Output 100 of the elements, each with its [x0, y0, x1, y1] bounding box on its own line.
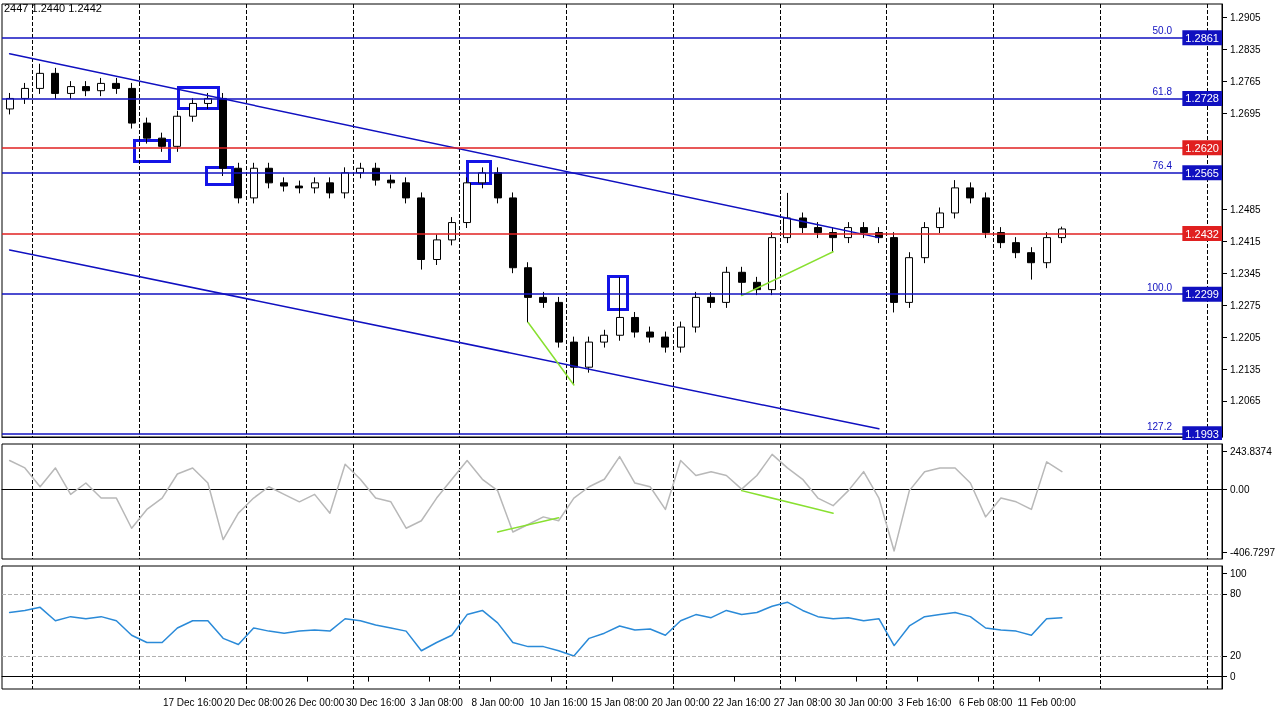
candlestick — [173, 110, 181, 153]
annotation: 76.4 — [1152, 160, 1173, 172]
candlestick — [51, 67, 59, 100]
candlestick — [250, 162, 258, 204]
candlestick — [189, 97, 197, 123]
candlestick — [631, 311, 639, 339]
x-tick-label: 10 Jan 16:00 — [529, 696, 588, 708]
candlestick — [768, 231, 776, 296]
ref-line-label: 1.2861 — [1185, 31, 1219, 44]
candlestick — [600, 329, 608, 349]
candlestick — [585, 336, 593, 374]
candlestick — [921, 221, 929, 264]
candlestick — [478, 166, 486, 189]
candlestick — [570, 336, 578, 386]
annotation: 61.8 — [1152, 85, 1173, 97]
x-tick-label: 27 Jan 08:00 — [773, 696, 832, 708]
ref-line-label: 1.2432 — [1185, 227, 1219, 240]
candlestick — [234, 162, 242, 204]
annotation: 2447 1.2440 1.2442 — [4, 1, 102, 14]
candlestick — [341, 166, 349, 199]
y-tick-label: 243.8374 — [1230, 445, 1273, 457]
y-tick-label: 1.2765 — [1230, 76, 1262, 88]
candlestick — [67, 80, 75, 100]
candlestick — [1012, 236, 1020, 259]
candlestick — [646, 326, 654, 344]
x-tick-label: 20 Jan 00:00 — [651, 696, 710, 708]
candlestick — [936, 207, 944, 234]
candlestick — [982, 191, 990, 239]
x-tick-label: 20 Dec 08:00 — [223, 696, 284, 708]
candlestick — [890, 231, 898, 313]
candlestick — [707, 291, 715, 309]
candlestick — [311, 176, 319, 194]
y-tick-label: -406.7297 — [1230, 546, 1276, 558]
x-tick-label: 6 Feb 08:00 — [958, 696, 1013, 708]
candlestick — [966, 181, 974, 204]
candlestick — [402, 176, 410, 204]
candlestick — [860, 221, 868, 239]
y-tick-label: 1.2345 — [1230, 267, 1262, 279]
ref-line-label: 1.1993 — [1185, 427, 1219, 440]
candlestick — [219, 92, 227, 177]
candlestick — [112, 77, 120, 95]
candlestick — [143, 117, 151, 145]
x-tick-label: 30 Dec 16:00 — [345, 696, 406, 708]
x-tick-label: 22 Jan 16:00 — [712, 696, 771, 708]
y-tick-label: 100 — [1230, 567, 1248, 579]
x-tick-label: 26 Dec 00:00 — [284, 696, 345, 708]
y-tick-label: 1.2835 — [1230, 44, 1262, 56]
y-tick-label: 1.2695 — [1230, 108, 1262, 119]
candlestick — [814, 221, 822, 239]
x-tick-label: 3 Feb 16:00 — [897, 696, 952, 708]
candlestick — [82, 80, 90, 97]
candlestick — [677, 321, 685, 354]
y-tick-label: 1.2065 — [1230, 395, 1262, 407]
candlestick — [158, 132, 166, 153]
candlestick — [692, 291, 700, 334]
ref-line-label: 1.2299 — [1185, 288, 1219, 301]
x-tick-label: 30 Jan 00:00 — [834, 696, 893, 708]
line-series — [8, 453, 1063, 552]
x-tick-label: 8 Jan 00:00 — [471, 696, 525, 708]
candlestick — [326, 176, 334, 199]
candlestick — [295, 180, 303, 194]
candlestick — [524, 261, 532, 323]
candlestick — [417, 191, 425, 271]
ref-line-label: 1.2728 — [1185, 92, 1219, 105]
candlestick — [463, 176, 471, 229]
candlestick — [1043, 231, 1051, 269]
candlestick — [494, 166, 502, 204]
y-tick-label: 80 — [1230, 588, 1242, 600]
x-tick-label: 3 Jan 08:00 — [410, 696, 464, 708]
candlestick — [539, 291, 547, 309]
candlestick — [128, 82, 136, 130]
ref-line-label: 1.2565 — [1185, 166, 1219, 179]
candlestick — [661, 331, 669, 354]
candlestick — [21, 82, 29, 105]
x-tick-label: 15 Jan 08:00 — [590, 696, 649, 708]
candlestick — [1027, 246, 1035, 281]
candlestick — [616, 276, 624, 342]
y-tick-label: 0.00 — [1230, 483, 1250, 495]
candlestick — [722, 266, 730, 309]
y-tick-label: 1.2415 — [1230, 235, 1262, 247]
candlestick — [36, 63, 44, 95]
candlestick — [387, 174, 395, 189]
ref-line-label: 1.2620 — [1185, 141, 1219, 154]
candlestick — [280, 176, 288, 193]
candlestick — [951, 179, 959, 219]
y-tick-label: 1.2485 — [1230, 203, 1262, 215]
y-tick-label: 20 — [1230, 650, 1242, 662]
y-tick-label: 1.2905 — [1230, 12, 1262, 24]
y-tick-label: 1.2135 — [1230, 363, 1262, 375]
candlestick — [97, 77, 105, 97]
candlestick — [555, 296, 563, 349]
annotation: 127.2 — [1146, 421, 1173, 433]
y-tick-label: 1.2205 — [1230, 331, 1262, 343]
y-tick-label: 0 — [1230, 671, 1236, 683]
candlestick — [433, 233, 441, 266]
x-tick-label: 17 Dec 16:00 — [162, 696, 223, 708]
annotation: 100.0 — [1146, 281, 1173, 293]
x-tick-label: 11 Feb 00:00 — [1017, 696, 1077, 708]
candlestick — [509, 191, 517, 274]
candlestick — [905, 251, 913, 309]
